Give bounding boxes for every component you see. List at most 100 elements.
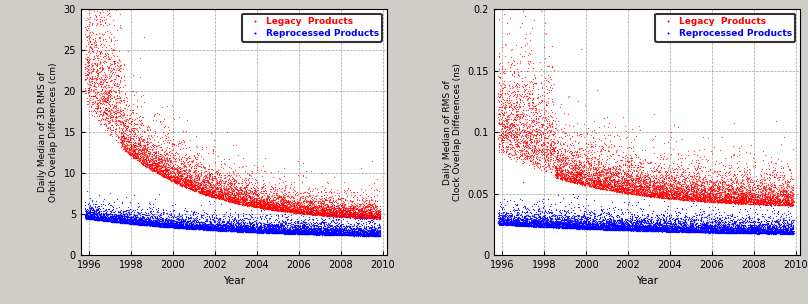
Point [524,137,537,142]
Point [141,220,154,225]
Point [187,178,200,182]
Point [745,225,758,230]
Point [294,230,307,234]
Point [726,227,739,232]
Point [620,191,633,195]
Point [723,230,736,234]
Point [209,228,222,233]
Point [110,120,123,125]
Point [184,137,197,142]
Point [372,232,385,237]
Point [570,120,583,125]
Point [175,219,187,224]
Point [596,225,609,230]
Point [578,174,591,179]
Point [506,61,519,66]
Point [206,228,219,233]
Point [723,229,736,234]
Point [82,214,95,219]
Point [520,218,533,223]
Point [229,223,242,228]
Point [145,220,158,225]
Point [654,191,667,196]
Point [200,224,213,229]
Point [516,136,529,140]
Point [305,209,318,214]
Point [732,201,745,206]
Point [612,165,625,170]
Point [612,228,625,233]
Point [170,167,183,171]
Point [226,181,239,185]
Point [112,83,124,88]
Point [594,216,607,221]
Point [780,197,793,202]
Point [781,228,793,233]
Point [574,160,587,165]
Point [113,209,126,213]
Point [656,228,669,233]
Point [620,177,633,182]
Point [153,112,166,117]
Point [694,226,707,231]
Point [116,220,128,225]
Point [137,158,149,163]
Point [650,174,663,179]
Point [245,200,258,205]
Point [507,117,520,122]
Point [147,223,160,228]
Point [512,7,525,12]
Point [672,229,685,234]
Point [335,232,347,237]
Point [615,225,628,230]
Point [492,97,505,102]
Point [358,232,371,237]
Point [130,215,143,220]
Point [758,185,771,190]
Point [263,216,276,220]
Point [747,229,760,234]
Point [81,208,94,213]
Point [551,151,564,156]
Point [549,174,562,178]
Point [768,202,781,207]
Point [643,166,656,171]
Point [668,227,681,232]
Point [659,227,671,232]
Point [124,122,137,126]
Point [241,226,254,231]
Point [134,157,147,162]
Point [149,223,162,228]
Point [526,223,539,227]
Point [246,222,259,227]
Point [562,218,574,223]
Point [602,221,615,226]
Point [642,185,654,189]
Point [751,226,764,231]
Point [193,186,206,191]
Point [543,214,556,219]
Point [528,221,541,226]
Point [370,230,383,235]
Point [542,223,555,228]
Point [507,218,520,223]
Point [562,171,574,176]
Point [675,228,688,233]
Point [179,185,192,189]
Point [665,227,678,232]
Point [578,183,591,188]
Point [320,202,333,207]
Point [777,231,790,236]
Point [530,161,543,166]
Point [560,143,573,148]
Point [600,224,613,229]
Point [255,230,267,234]
Point [764,202,776,207]
Point [327,208,340,213]
Point [749,226,762,231]
Point [365,233,378,237]
Point [503,122,516,126]
Point [91,7,104,12]
Point [320,212,333,217]
Point [200,192,213,197]
